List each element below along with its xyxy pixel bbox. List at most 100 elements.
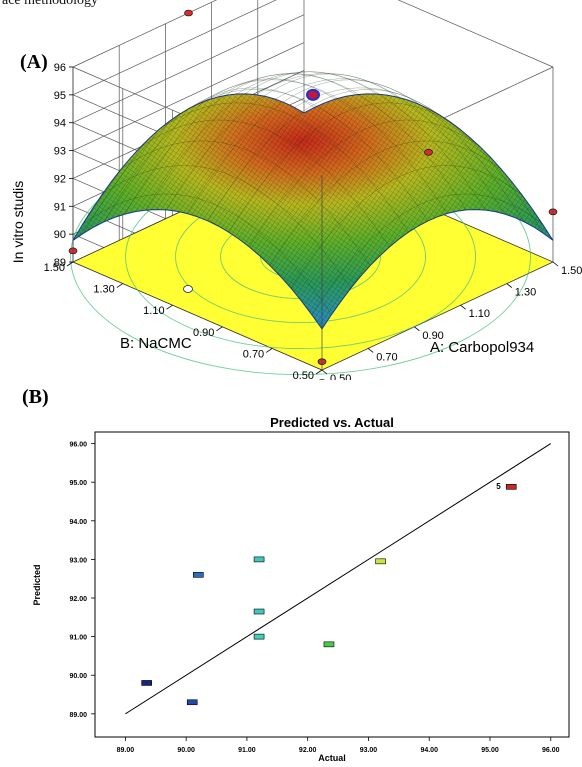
x-tick-label: 95.00 — [481, 747, 499, 754]
y-tick-mark — [315, 369, 323, 375]
data-point — [505, 484, 517, 490]
mesh-line — [228, 102, 460, 233]
z-tick-label: 92 — [54, 173, 66, 185]
y-tick-label: 1.10 — [143, 305, 164, 317]
x-tick-label: 0.90 — [422, 330, 443, 342]
x-tick-label: 0.70 — [376, 351, 397, 363]
mesh-line — [83, 87, 315, 234]
y-axis-title: Predicted — [32, 564, 42, 605]
x-axis-label: A: Carbopol934 — [430, 339, 534, 356]
response-surface-panel: 89 90 91 92 93 94 95 96 0.50 0.70 0.90 1.10 1.30 1.50… — [0, 0, 582, 387]
plot-frame — [94, 431, 570, 738]
y-tick-label: 93.00 — [69, 557, 87, 564]
y-tick-label: 90.00 — [69, 673, 87, 680]
y-tick-mark — [166, 304, 173, 310]
mesh-line — [101, 165, 352, 289]
x-tick-label: 94.00 — [420, 747, 438, 754]
y-tick-mark — [265, 348, 273, 353]
x-tick-label: 89.00 — [117, 747, 135, 754]
x-tick-label: 93.00 — [360, 747, 378, 754]
data-point — [141, 680, 152, 686]
mesh-line — [178, 89, 429, 222]
x-tick-mark — [414, 326, 420, 332]
mesh-line — [249, 119, 481, 248]
y-tick-label: 94.00 — [69, 519, 87, 526]
z-axis-label: In vitro studis — [10, 181, 26, 263]
mesh-line — [159, 102, 409, 233]
x-tick-mark — [321, 369, 328, 375]
y-tick-label: 1.50 — [44, 262, 65, 274]
x-tick-label: 1.30 — [515, 287, 536, 299]
data-point — [186, 699, 198, 706]
mesh-line — [82, 193, 332, 315]
axis-ticks: 89.00 90.00 91.00 92.00 93.00 94.00 95.00 96.00… — [69, 442, 559, 754]
z-tick-label: 93 — [54, 146, 66, 158]
panel-label-b: (B) — [22, 386, 49, 408]
y-axis-label: B: NaCMC — [120, 335, 192, 352]
mesh-line — [269, 140, 502, 266]
design-point-center — [306, 88, 320, 101]
y-tick-label: 95.00 — [69, 480, 87, 487]
z-tick-label: 95 — [54, 90, 66, 102]
y-tick-label: 1.30 — [93, 284, 114, 296]
x-tick-label: 0.50 — [330, 373, 351, 380]
point-count-label: 5 — [496, 482, 501, 491]
data-points: 5 — [141, 482, 517, 706]
x-tick-label: 91.00 — [238, 747, 256, 754]
mesh-line — [290, 165, 522, 289]
y-tick-label: 91.00 — [69, 635, 87, 642]
response-surface — [68, 9, 558, 387]
mesh-line — [294, 87, 544, 234]
mesh-line — [145, 71, 377, 211]
x-tick-label: 1.10 — [469, 308, 490, 320]
box-top-edge — [397, 0, 554, 68]
data-point — [375, 558, 386, 565]
y-tick-label: 89.00 — [69, 712, 87, 719]
z-tick-label: 96 — [54, 62, 66, 74]
mesh-line — [124, 73, 356, 215]
predicted-vs-actual-chart: (B) Predicted vs. Actual 89.00 90.00 91.00… — [22, 386, 570, 763]
y-tick-label: 0.70 — [243, 348, 264, 360]
data-point — [253, 608, 265, 615]
x-tick-mark — [552, 261, 559, 267]
y-tick-label: 92.00 — [69, 596, 87, 603]
x-tick-label: 96.00 — [542, 747, 560, 754]
back-grid-line — [72, 42, 305, 151]
mesh-line — [236, 71, 486, 211]
y-tick-mark — [116, 283, 124, 288]
x-tick-mark — [460, 304, 466, 310]
mesh-line — [198, 79, 448, 214]
design-point — [184, 9, 193, 17]
box-front-edges — [72, 67, 554, 370]
data-point — [193, 572, 204, 578]
x-tick-label: 90.00 — [177, 747, 195, 754]
predicted-vs-actual-panel: (B) Predicted vs. Actual 89.00 90.00 91.00… — [0, 380, 582, 763]
x-tick-label: 92.00 — [299, 747, 317, 754]
y-tick-label: 0.50 — [293, 370, 314, 380]
response-surface-chart: 89 90 91 92 93 94 95 96 0.50 0.70 0.90 1.10 1.30 1.50… — [10, 0, 582, 387]
y-tick-mark — [216, 326, 223, 332]
panel-label-a: (A) — [20, 51, 48, 73]
back-grid-line — [72, 0, 277, 96]
x-tick-label: 1.50 — [561, 265, 582, 277]
data-point — [253, 633, 265, 640]
design-point-below — [183, 285, 193, 293]
reference-line — [125, 443, 552, 715]
z-tick-label: 94 — [54, 118, 66, 130]
data-point — [253, 556, 265, 563]
x-axis-title: Actual — [318, 753, 346, 762]
mesh-line — [140, 119, 390, 248]
y-tick-label: 96.00 — [69, 442, 87, 449]
data-point — [323, 641, 335, 648]
z-tick-label: 90 — [54, 229, 66, 241]
mesh-line — [311, 193, 543, 315]
header-fragment: ace methodology — [2, 0, 99, 8]
y-tick-mark — [66, 261, 74, 267]
back-grid-line — [72, 14, 305, 124]
mesh-line — [255, 73, 506, 215]
surface-mesh — [73, 93, 553, 329]
z-tick-label: 91 — [54, 201, 66, 213]
chart-title: Predicted vs. Actual — [270, 415, 394, 430]
mesh-line — [103, 78, 336, 222]
mesh-line — [121, 140, 371, 266]
